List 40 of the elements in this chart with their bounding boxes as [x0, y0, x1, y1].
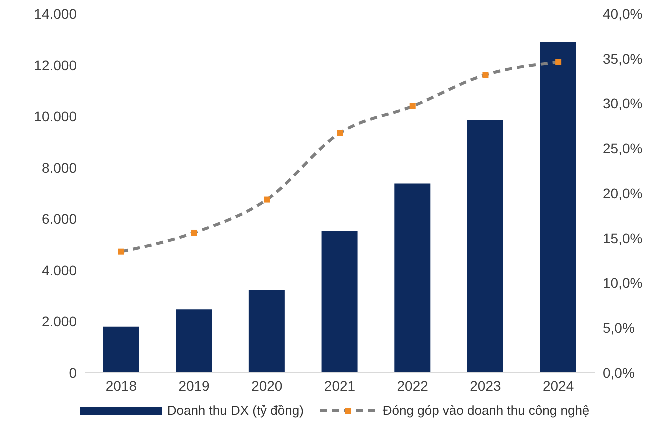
point	[191, 230, 198, 236]
point	[482, 72, 489, 78]
y-tick-label: 2.000	[42, 314, 78, 330]
y-tick-label: 0	[69, 364, 78, 381]
x-tick-label: 2018	[106, 378, 138, 394]
bar	[468, 120, 504, 373]
text: Doanh thu DX (tỷ đồng)	[167, 403, 304, 418]
y-tick-label: 4.000	[42, 262, 78, 278]
bar	[540, 42, 576, 373]
y2-tick-label: 5,0%	[603, 320, 635, 336]
y-tick-label: 14.000	[34, 6, 78, 22]
y2-tick-label: 30,0%	[603, 96, 643, 112]
y2-tick-label: 10,0%	[603, 275, 643, 292]
y-tick-label: 6.000	[42, 211, 78, 228]
y2-tick-label: 20,0%	[603, 185, 643, 202]
y2-tick-label: 0,0%	[603, 364, 635, 381]
point	[337, 130, 343, 136]
bar	[322, 231, 358, 373]
x-tick-label: 2024	[542, 378, 574, 394]
point	[118, 248, 124, 255]
point	[410, 103, 416, 110]
y2-tick-label: 25,0%	[603, 140, 643, 157]
y2-tick-label: 15,0%	[603, 230, 643, 246]
bar	[103, 326, 140, 373]
y-tick-label: 12.000	[34, 57, 78, 74]
y-tick-label: 10.000	[34, 108, 78, 125]
y2-tick-label: 40,0%	[603, 6, 643, 22]
x-tick-label: 2023	[470, 378, 502, 394]
point	[264, 196, 270, 203]
bar	[394, 184, 431, 373]
x-tick-label: 2019	[178, 378, 210, 394]
x-tick-label: 2022	[397, 378, 429, 394]
x-tick-label: 2020	[252, 378, 283, 394]
x-tick-label: 2021	[324, 378, 356, 394]
y2-tick-label: 35,0%	[603, 50, 643, 67]
legend-label: Đóng góp vào doanh thu công nghệ	[382, 403, 590, 418]
point	[556, 59, 562, 66]
bar	[248, 290, 285, 373]
bar	[176, 310, 212, 373]
y-tick-label: 8.000	[42, 160, 78, 176]
